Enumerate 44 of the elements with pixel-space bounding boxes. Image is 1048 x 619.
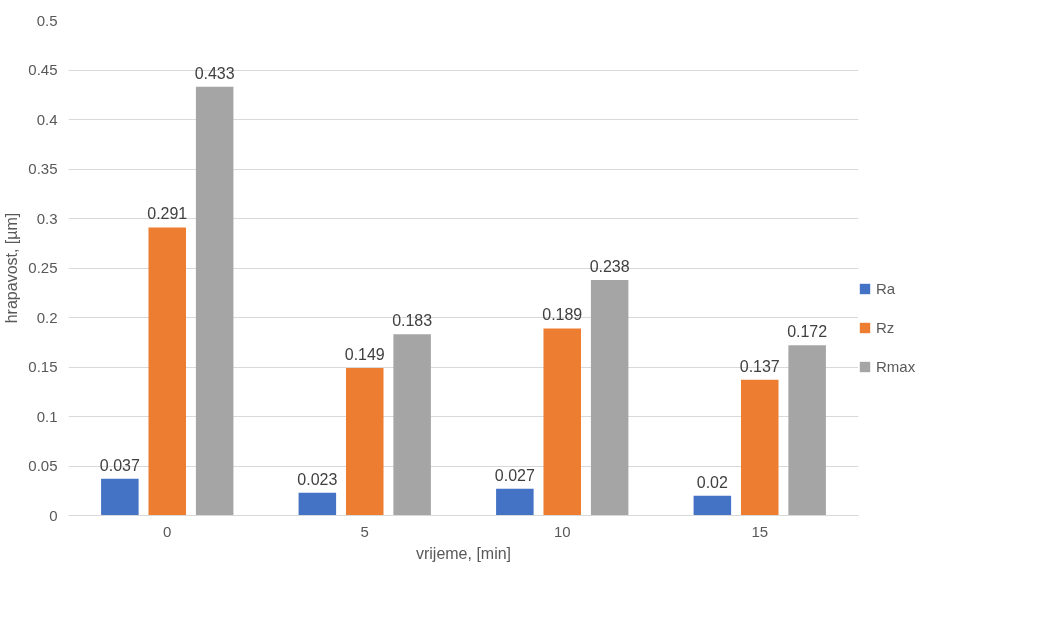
data-label: 0.183 bbox=[392, 312, 433, 330]
y-tick-label: 0.4 bbox=[36, 110, 58, 128]
x-axis-title: vrijeme, [min] bbox=[415, 544, 512, 562]
y-tick-label: 0.45 bbox=[28, 61, 58, 78]
y-tick-label: 0.05 bbox=[28, 457, 58, 474]
legend-label: Rz bbox=[876, 319, 896, 336]
data-label: 0.172 bbox=[787, 323, 828, 341]
bar bbox=[195, 86, 234, 516]
data-label: 0.137 bbox=[739, 357, 780, 375]
bar bbox=[740, 379, 779, 516]
data-label: 0.027 bbox=[494, 466, 535, 484]
y-tick-label: 0.25 bbox=[28, 259, 58, 276]
legend-label: Ra bbox=[876, 280, 896, 297]
y-tick-label: 0.3 bbox=[36, 209, 58, 227]
data-label: 0.291 bbox=[147, 205, 188, 223]
bar bbox=[148, 227, 187, 516]
y-tick-label: 0 bbox=[49, 506, 58, 524]
data-label: 0.02 bbox=[696, 473, 729, 491]
data-label: 0.238 bbox=[589, 257, 630, 275]
bar bbox=[543, 328, 582, 516]
y-axis-title: hrapavost, [µm] bbox=[3, 212, 21, 324]
y-tick-label: 0.2 bbox=[36, 308, 58, 326]
x-tick-label: 5 bbox=[360, 522, 369, 540]
data-label: 0.149 bbox=[344, 345, 385, 363]
x-tick-label: 10 bbox=[553, 522, 571, 540]
x-tick-label: 0 bbox=[163, 522, 172, 540]
legend-label: Rmax bbox=[876, 358, 916, 375]
bar bbox=[298, 492, 337, 516]
bar bbox=[496, 488, 534, 516]
bar bbox=[788, 345, 826, 516]
data-label: 0.037 bbox=[99, 456, 140, 474]
y-tick-label: 0.15 bbox=[28, 358, 58, 375]
data-label: 0.023 bbox=[297, 470, 338, 488]
bar bbox=[590, 279, 629, 516]
data-label: 0.189 bbox=[542, 306, 583, 324]
data-label: 0.433 bbox=[194, 64, 235, 82]
bar bbox=[693, 495, 732, 516]
y-tick-label: 0.1 bbox=[36, 407, 58, 425]
y-tick-label: 0.35 bbox=[28, 160, 58, 177]
bar bbox=[393, 334, 431, 516]
bar bbox=[345, 367, 384, 516]
y-tick-label: 0.5 bbox=[36, 11, 58, 29]
x-tick-label: 15 bbox=[751, 522, 769, 540]
bar bbox=[101, 478, 139, 516]
